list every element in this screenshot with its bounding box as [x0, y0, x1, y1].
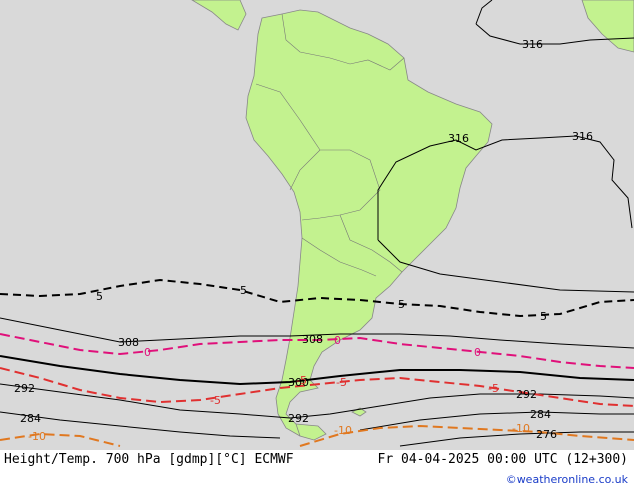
- land-south-america: [245, 9, 493, 437]
- temp-label: 0: [144, 346, 151, 359]
- height-label: 292: [14, 382, 35, 395]
- height-label: 308: [302, 333, 323, 346]
- height-label: 316: [572, 130, 593, 143]
- temp-label: -5: [210, 394, 221, 407]
- height-label: 292: [516, 388, 537, 401]
- land-tierra-del-fuego: [295, 423, 327, 441]
- temp-label: -10: [512, 422, 530, 435]
- contour-316-top: [475, 0, 634, 45]
- isotherm-0: [0, 333, 634, 369]
- land-central-america: [191, 0, 247, 31]
- temp-label: -5: [296, 374, 307, 387]
- contour-308: [0, 317, 634, 349]
- credit-link[interactable]: ©weatheronline.co.uk: [505, 473, 628, 486]
- temp-labels: 5 5 5 5 0 0 0 -5 -5 -5 -5 -10 -10 -10: [28, 284, 547, 443]
- contour-300: [0, 355, 634, 386]
- contour-276: [399, 431, 634, 447]
- contour-316-south: [377, 239, 634, 293]
- height-contours: [0, 0, 634, 447]
- isotherm-5: [0, 278, 634, 318]
- height-label: 284: [530, 408, 551, 421]
- height-labels: 316 316 316 308 308 300 292 292 292 284 …: [14, 38, 593, 441]
- temp-label: -5: [488, 382, 499, 395]
- contour-316-mid: [377, 135, 633, 240]
- temp-label: 5: [240, 284, 247, 297]
- height-label: 292: [288, 412, 309, 425]
- height-label: 316: [522, 38, 543, 51]
- temp-label: 5: [96, 290, 103, 303]
- height-label: 308: [118, 336, 139, 349]
- temp-label: 0: [334, 334, 341, 347]
- isotherm-minus5: [0, 367, 634, 407]
- height-label: 300: [288, 376, 309, 389]
- temp-label: 0: [474, 346, 481, 359]
- contour-284: [0, 411, 634, 439]
- temp-label: -10: [334, 424, 352, 437]
- height-label: 316: [448, 132, 469, 145]
- temp-label: 5: [540, 310, 547, 323]
- temp-label: -5: [336, 376, 347, 389]
- height-label: 284: [20, 412, 41, 425]
- map-title: Height/Temp. 700 hPa [gdmp][°C] ECMWF: [4, 452, 294, 467]
- temp-label: -10: [28, 430, 46, 443]
- valid-time: Fr 04-04-2025 00:00 UTC (12+300): [377, 452, 628, 467]
- temp-label: 5: [398, 298, 405, 311]
- isotherm-minus10: [0, 424, 634, 447]
- height-label: 276: [536, 428, 557, 441]
- country-borders: [255, 13, 405, 277]
